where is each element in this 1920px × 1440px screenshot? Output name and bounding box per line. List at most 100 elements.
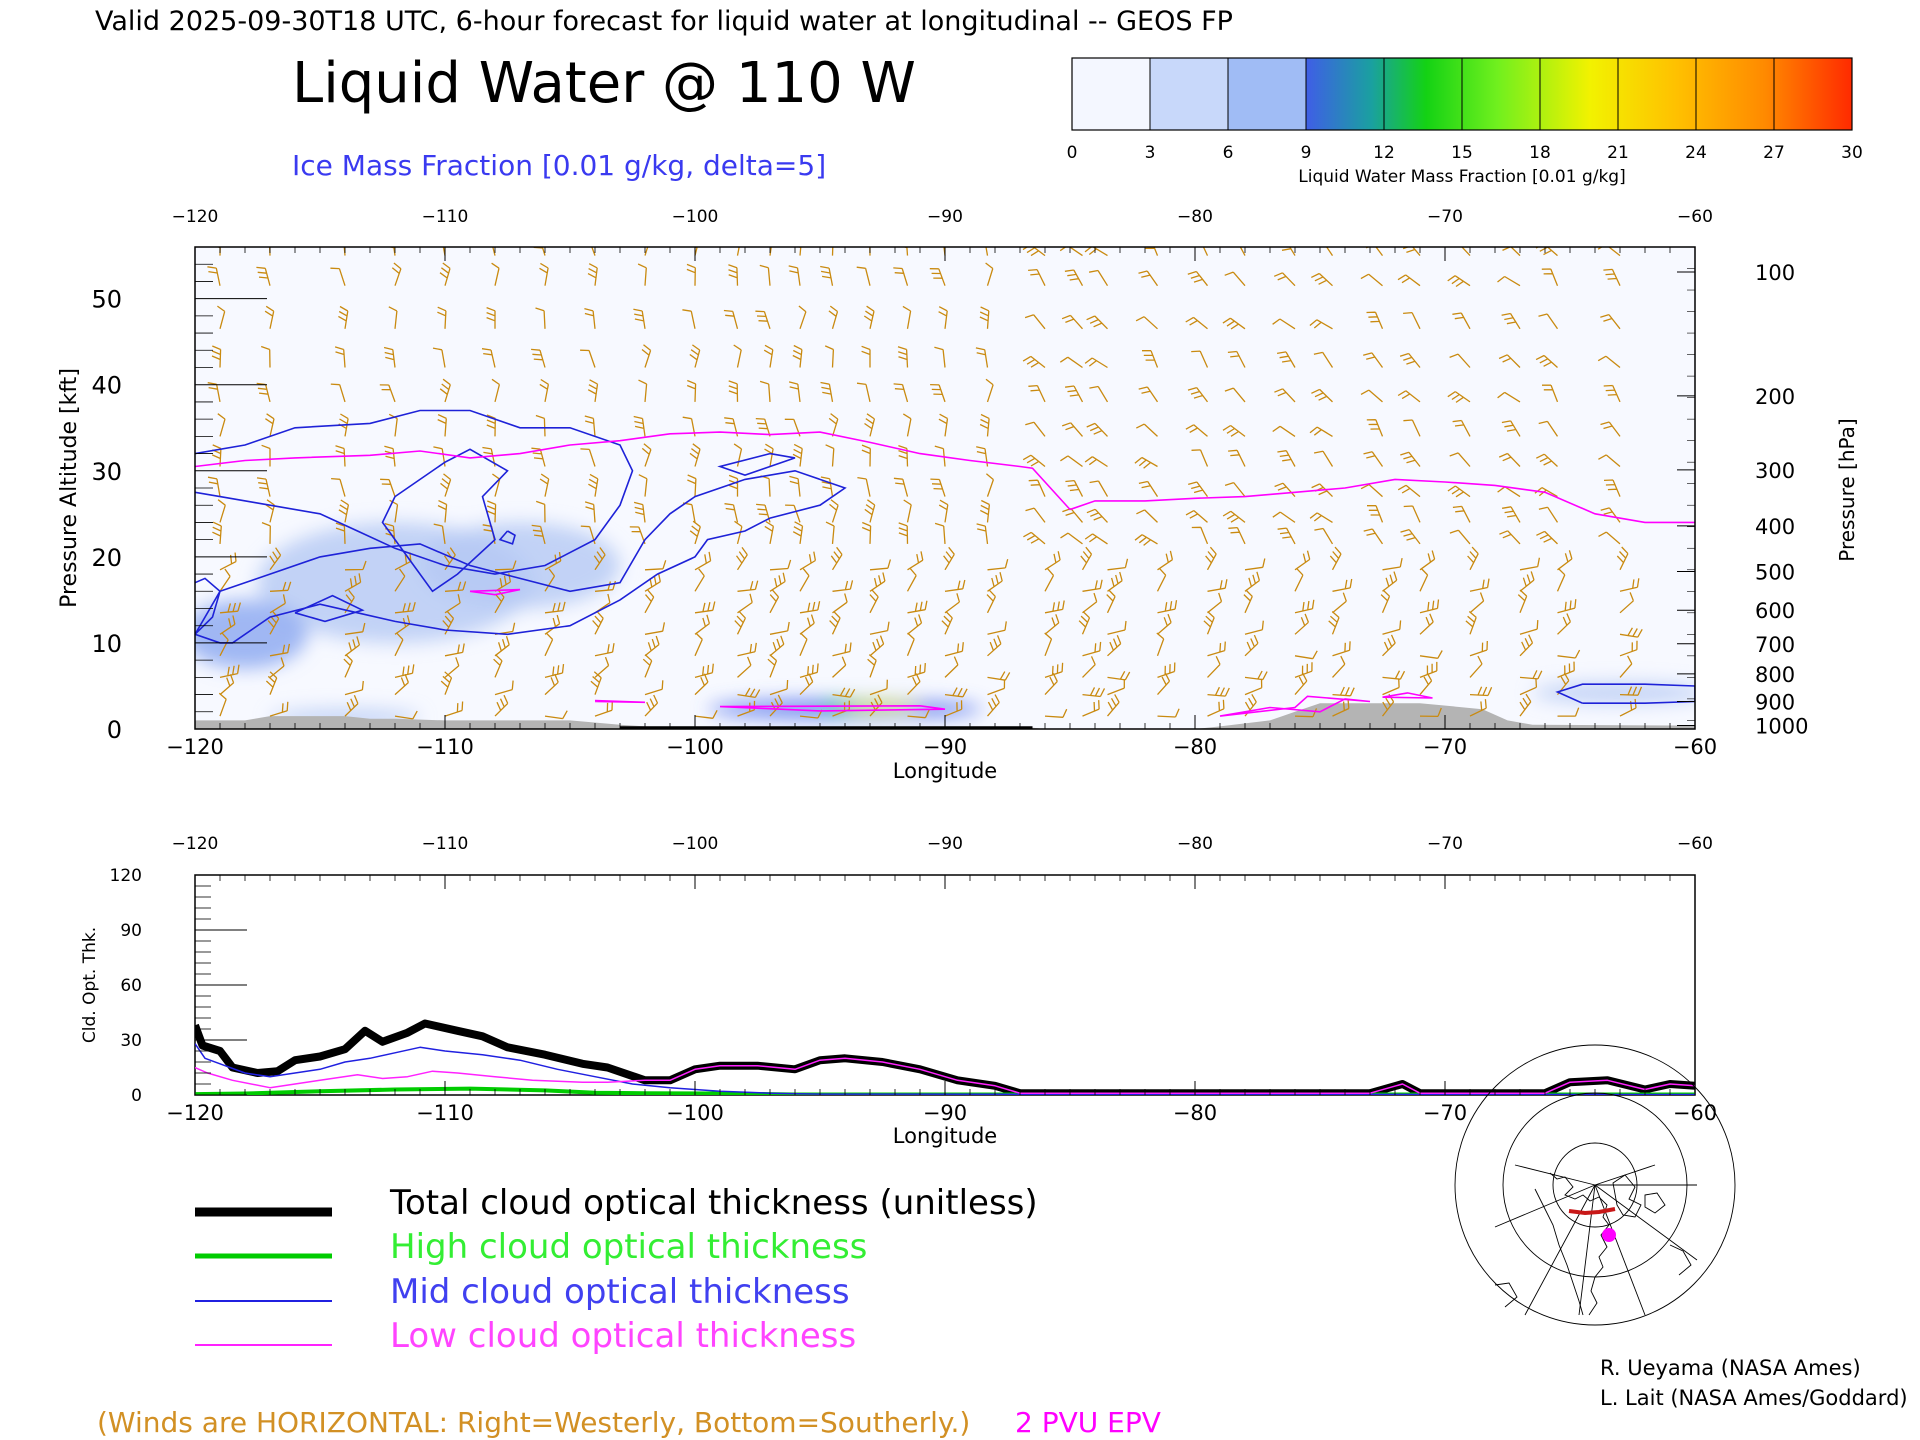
colorbar-ticks: 0 3 6 9 12 15 18 21 24 27 30 (1067, 143, 1863, 163)
wind-barb (1360, 389, 1383, 403)
wind-barb (535, 307, 546, 329)
terrain (195, 703, 1695, 729)
wind-barb (682, 309, 696, 329)
wind-barb (1023, 531, 1046, 545)
wind-barb (944, 579, 966, 592)
wind-barb (1084, 357, 1108, 369)
wind-barb (1325, 247, 1334, 256)
wind-barb (587, 379, 599, 402)
wind-barb (1274, 388, 1296, 403)
wind-barb (869, 572, 886, 592)
wind-barb (384, 445, 396, 467)
wind-barb (1025, 507, 1046, 523)
wind-barb (832, 656, 847, 678)
wind-barb (338, 499, 350, 523)
wind-barb (1403, 505, 1421, 523)
ice-contour (1555, 683, 1695, 704)
wind-barb (444, 594, 461, 614)
top-y2label: Pressure [hPa] (1835, 418, 1859, 561)
wind-barb (493, 654, 503, 678)
wind-barb (1294, 550, 1311, 571)
wind-barb (219, 615, 236, 635)
liquid-water-patch (195, 599, 308, 669)
x-tick-label-top: −60 (1677, 207, 1713, 227)
pressure-tick-label: 200 (1755, 385, 1795, 409)
top-ylabel: Pressure Altitude [kft] (57, 368, 82, 608)
colorbar-tick-label: 6 (1223, 143, 1234, 163)
wind-barb (330, 383, 346, 403)
wind-barb (437, 414, 447, 437)
wind-barb (1224, 387, 1246, 403)
wind-barb (394, 632, 404, 657)
wind-barb (1107, 670, 1131, 681)
wind-barb (1142, 350, 1159, 368)
wind-barb (792, 344, 803, 368)
wind-barb (1382, 557, 1403, 571)
wind-barb (930, 383, 946, 403)
wind-barb (1107, 571, 1123, 592)
wind-barb (755, 310, 771, 330)
wind-barb (1469, 699, 1487, 717)
wind-barb (1065, 479, 1084, 497)
wind-barb (437, 500, 448, 523)
wind-barb (1366, 504, 1384, 523)
wind-barb (1360, 484, 1383, 498)
wind-barb (1188, 481, 1209, 497)
wind-barb (1044, 614, 1060, 635)
wind-barb (1222, 424, 1246, 437)
wind-barb (893, 383, 909, 403)
wind-barb (733, 443, 743, 467)
wind-barb (644, 694, 659, 717)
wind-barb (1157, 600, 1178, 614)
wind-barb (1499, 530, 1521, 545)
colorbar-segment (1072, 58, 1150, 130)
wind-barb (1187, 270, 1209, 287)
wind-barb (941, 611, 953, 635)
wind-barb (944, 687, 968, 698)
wind-barb (1089, 385, 1109, 403)
wind-barb (1224, 271, 1246, 287)
wind-barb (1222, 317, 1246, 330)
wind-barb (832, 642, 852, 657)
wind-barb (207, 266, 221, 286)
wind-barb (584, 415, 596, 437)
wind-barb (864, 499, 876, 523)
wind-barb (344, 680, 364, 696)
wind-barb (344, 622, 366, 635)
wind-barb (1106, 589, 1116, 614)
wind-barb (1082, 592, 1098, 614)
wind-barb (898, 444, 909, 467)
wind-barb (1222, 510, 1246, 523)
wind-barb (1086, 508, 1108, 523)
wind-barb (1519, 670, 1543, 680)
wind-barb (1332, 592, 1347, 614)
wind-barb (1538, 420, 1559, 437)
legend-label-low: Low cloud optical thickness (390, 1316, 856, 1356)
ice-contour (195, 469, 847, 644)
wind-barb (580, 349, 596, 368)
x-tick-label: −100 (666, 1101, 724, 1125)
wind-barb (1329, 546, 1342, 571)
wind-barb (1028, 479, 1046, 497)
wind-barb (1205, 546, 1217, 571)
wind-barb (544, 601, 566, 614)
pressure-tick-label: 100 (1755, 261, 1795, 285)
wind-barb (1064, 269, 1084, 287)
wind-barb (1452, 505, 1471, 523)
wind-barb (938, 499, 949, 523)
wind-barb (1294, 650, 1318, 660)
wind-barb (686, 379, 697, 402)
wind-barb (1400, 451, 1421, 467)
wind-barb (1397, 484, 1421, 498)
wind-barb (1107, 620, 1127, 635)
legend-label-high: High cloud optical thickness (390, 1227, 867, 1267)
wind-barb (769, 572, 786, 592)
wind-barb (269, 594, 286, 614)
wind-barb (975, 347, 989, 368)
wind-barb (1469, 686, 1493, 697)
wind-barb (694, 551, 712, 571)
wind-barb (494, 694, 509, 717)
wind-barb (1207, 641, 1226, 657)
wind-barb (1157, 708, 1180, 718)
wind-barb (1244, 558, 1266, 571)
